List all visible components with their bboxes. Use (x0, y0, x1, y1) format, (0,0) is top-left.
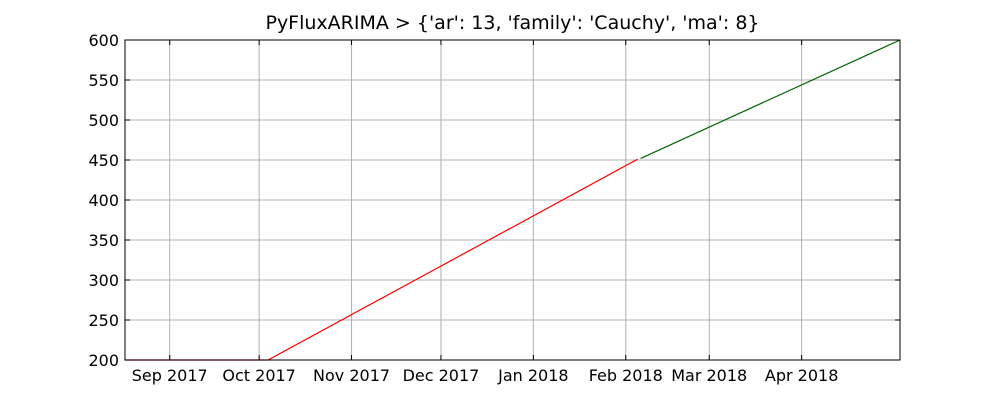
x-tick-label: Oct 2017 (222, 366, 295, 385)
tick-layer: 200 250 300 350 400 450 500 550 600 Sep 2017 Oct 2… (88, 31, 900, 385)
x-tick-label: Jan 2018 (497, 366, 568, 385)
y-tick-label: 450 (88, 151, 119, 170)
y-tick-label: 200 (88, 351, 119, 370)
grid-layer (125, 39, 900, 361)
x-tick-label: Mar 2018 (671, 366, 747, 385)
series-line-2 (640, 39, 901, 159)
y-tick-label: 400 (88, 191, 119, 210)
chart-title: PyFluxARIMA > {'ar': 13, 'family': 'Cauc… (265, 12, 760, 34)
y-tick-label: 550 (88, 71, 119, 90)
x-tick-label: Apr 2018 (765, 366, 838, 385)
y-tick-label: 600 (88, 31, 119, 50)
x-tick-label: Nov 2017 (313, 366, 390, 385)
x-tick-label: Sep 2017 (132, 366, 208, 385)
series-line-1 (125, 158, 638, 361)
y-tick-label: 500 (88, 111, 119, 130)
x-tick-label: Feb 2018 (589, 366, 663, 385)
x-tick-label: Dec 2017 (403, 366, 480, 385)
y-tick-label: 250 (88, 311, 119, 330)
y-tick-label: 300 (88, 271, 119, 290)
y-tick-label: 350 (88, 231, 119, 250)
